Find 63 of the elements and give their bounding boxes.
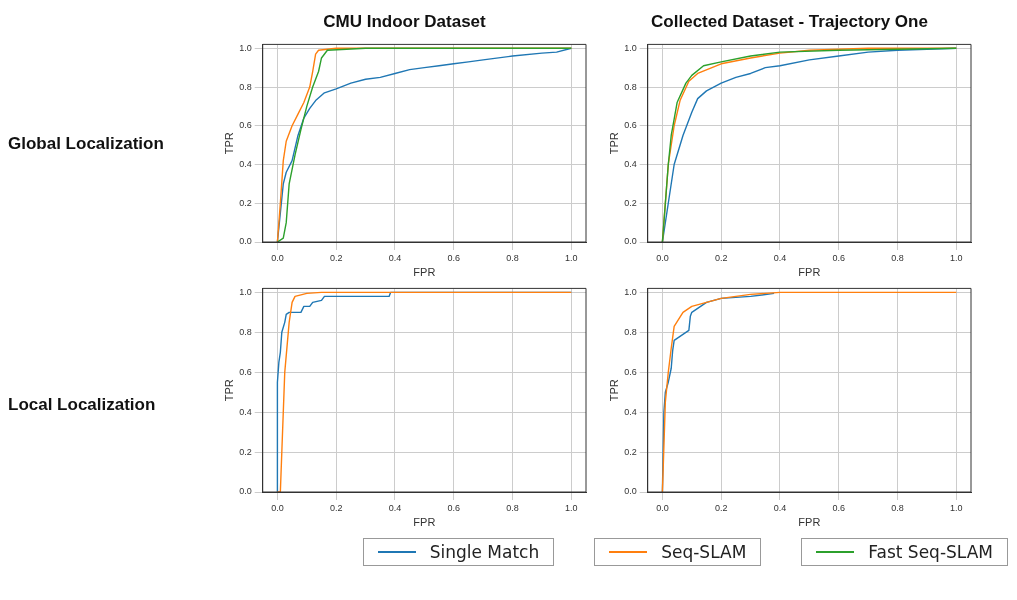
- x-tick-label: 0.8: [506, 502, 519, 513]
- x-tick-label: 0.4: [773, 252, 787, 263]
- legend-label: Seq-SLAM: [594, 538, 762, 566]
- text: Global Localization: [8, 134, 165, 154]
- x-tick-label: 0.8: [891, 502, 904, 513]
- y-tick-label: 0.4: [624, 158, 637, 169]
- x-axis-title: FPR: [413, 516, 436, 529]
- x-tick-label: 1.0: [565, 502, 578, 513]
- y-axis-title: TPR: [222, 132, 235, 155]
- y-tick-label: 0.6: [239, 366, 252, 377]
- x-tick-label: 0.6: [447, 252, 460, 263]
- y-tick-label: 0.4: [624, 406, 637, 417]
- x-axis-title: FPR: [798, 266, 821, 279]
- x-tick-label: 0.4: [388, 252, 402, 263]
- y-tick-label: 0.2: [239, 197, 252, 208]
- x-tick-label: 0.2: [329, 502, 343, 513]
- x-tick-label: 1.0: [565, 252, 578, 263]
- y-tick-label: 0.8: [624, 81, 637, 92]
- y-axis-title: TPR: [607, 379, 620, 402]
- x-tick-label: 0.6: [447, 502, 460, 513]
- y-tick-label: 1.0: [624, 286, 637, 297]
- x-tick-label: 0.0: [656, 252, 669, 263]
- x-tick-label: 0.0: [656, 502, 669, 513]
- chart-title: Collected Dataset - Trajectory One: [651, 11, 928, 31]
- y-tick-label: 0.0: [624, 486, 637, 497]
- y-tick-label: 0.6: [239, 120, 252, 131]
- y-tick-label: 0.8: [624, 326, 637, 337]
- y-tick-label: 1.0: [624, 42, 637, 53]
- x-tick-label: 0.6: [832, 252, 845, 263]
- text: Local Localization: [8, 395, 157, 415]
- y-tick-label: 0.2: [239, 446, 252, 457]
- x-tick-label: 0.4: [388, 502, 402, 513]
- x-tick-label: 0.2: [714, 502, 728, 513]
- legend-label: Fast Seq-SLAM: [801, 538, 1008, 566]
- y-tick-label: 0.0: [239, 236, 252, 247]
- x-tick-label: 0.2: [714, 252, 728, 263]
- x-tick-label: 1.0: [950, 502, 963, 513]
- x-tick-label: 1.0: [950, 252, 963, 263]
- x-tick-label: 0.6: [832, 502, 845, 513]
- y-tick-label: 0.6: [624, 120, 637, 131]
- x-axis-title: FPR: [413, 266, 436, 279]
- x-tick-label: 0.8: [506, 252, 519, 263]
- y-tick-label: 0.0: [239, 486, 252, 497]
- x-tick-label: 0.0: [271, 252, 284, 263]
- x-tick-label: 0.4: [773, 502, 787, 513]
- y-tick-label: 0.2: [624, 197, 637, 208]
- y-tick-label: 1.0: [239, 286, 252, 297]
- y-tick-label: 0.4: [239, 406, 252, 417]
- x-tick-label: 0.2: [329, 252, 343, 263]
- x-tick-label: 0.0: [271, 502, 284, 513]
- x-tick-label: 0.8: [891, 252, 904, 263]
- y-tick-label: 0.6: [624, 366, 637, 377]
- y-tick-label: 0.8: [239, 326, 252, 337]
- y-tick-label: 0.8: [239, 81, 252, 92]
- legend-label: Single Match: [362, 538, 555, 566]
- y-axis-title: TPR: [607, 132, 620, 155]
- x-axis-title: FPR: [798, 516, 821, 529]
- y-tick-label: 1.0: [239, 42, 252, 53]
- chart-title: CMU Indoor Dataset: [323, 11, 487, 31]
- y-tick-label: 0.0: [624, 236, 637, 247]
- y-tick-label: 0.2: [624, 446, 637, 457]
- y-axis-title: TPR: [222, 379, 235, 402]
- y-tick-label: 0.4: [239, 158, 252, 169]
